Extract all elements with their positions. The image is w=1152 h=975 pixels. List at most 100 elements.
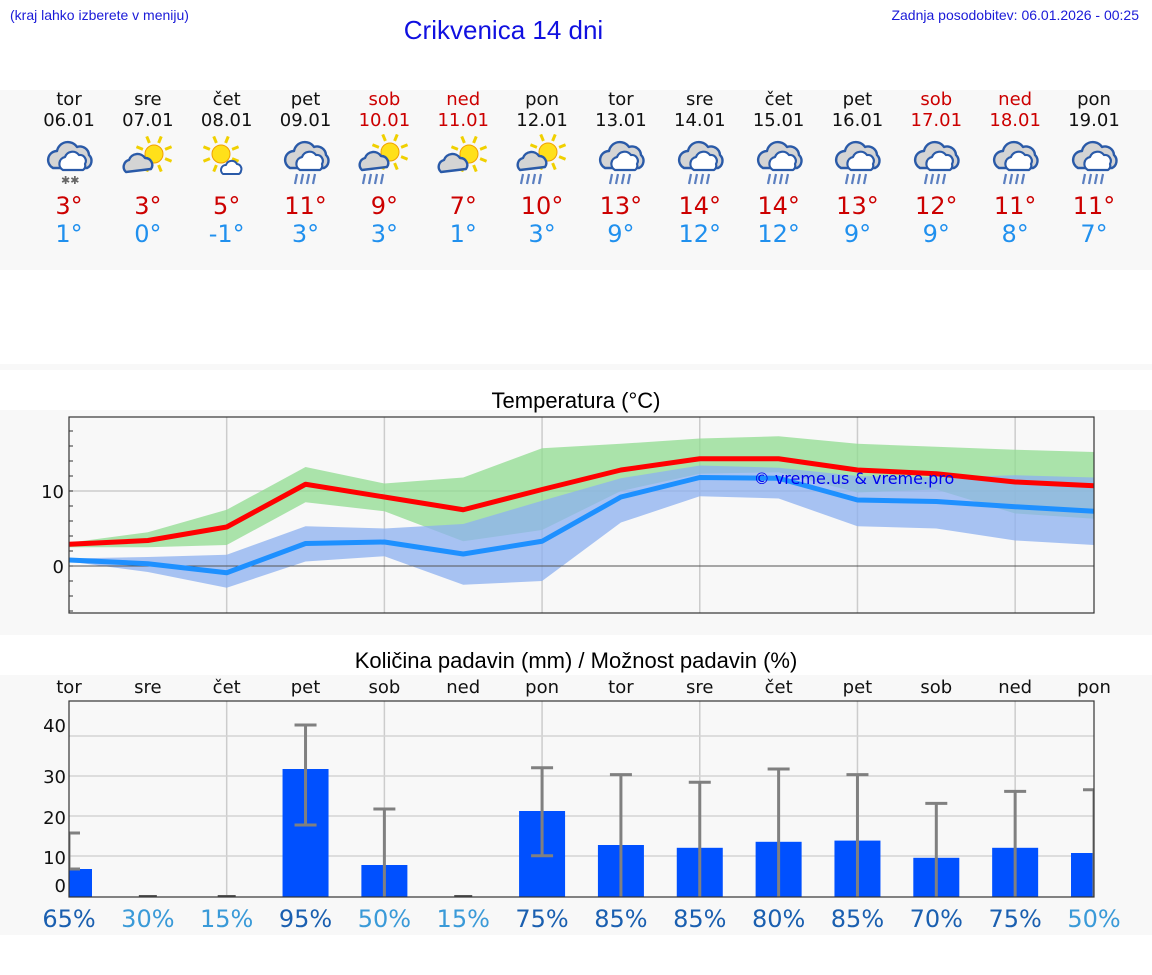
svg-text:pet: pet: [291, 677, 321, 698]
last-update: Zadnja posodobitev: 06.01.2026 - 00:25: [891, 7, 1139, 23]
svg-text:50%: 50%: [1067, 905, 1120, 933]
max-temperature: 9°: [370, 192, 399, 220]
day-column: sob 17.01 12° 9°: [897, 90, 975, 249]
day-column: čet 15.01 14° 12°: [740, 89, 818, 249]
svg-text:✱✱: ✱✱: [61, 174, 79, 187]
min-temperature: 9°: [607, 220, 635, 248]
cloud-rain-icon: [818, 134, 896, 190]
svg-text:75%: 75%: [515, 905, 568, 933]
sun-small-cloud-icon: [188, 134, 266, 190]
cloud-rain-icon: [897, 134, 975, 190]
day-date: 08.01: [200, 110, 253, 131]
svg-text:70%: 70%: [910, 905, 963, 933]
svg-text:pon: pon: [525, 677, 559, 698]
min-temperature: -1°: [208, 220, 245, 248]
day-name: pon: [1077, 89, 1111, 110]
min-temperature: 9°: [922, 220, 950, 248]
min-temperature: 1°: [449, 220, 477, 248]
day-date: 18.01: [989, 110, 1041, 131]
cloud-rain-icon: [267, 134, 345, 190]
day-name: pet: [842, 89, 873, 110]
min-temperature: 9°: [843, 220, 872, 248]
max-temperature: 13°: [599, 192, 643, 220]
max-temperature: 3°: [134, 192, 162, 220]
svg-text:sob: sob: [920, 677, 952, 698]
svg-text:20: 20: [43, 808, 66, 829]
svg-text:50%: 50%: [358, 905, 411, 933]
svg-text:85%: 85%: [831, 905, 884, 933]
svg-text:0: 0: [55, 876, 66, 897]
min-temperature: 7°: [1080, 220, 1108, 248]
min-temperature: 12°: [757, 220, 800, 248]
day-column: sre 14.01 14° 12°: [661, 89, 739, 249]
svg-text:čet: čet: [765, 677, 793, 698]
divider: [0, 364, 1152, 370]
min-temperature: 3°: [291, 220, 320, 248]
max-temperature: 5°: [213, 192, 241, 220]
day-date: 10.01: [358, 110, 411, 131]
min-temperature: 12°: [678, 220, 722, 248]
svg-text:ned: ned: [446, 677, 480, 698]
sun-cloud-rain-icon: [503, 134, 581, 190]
cloud-rain-icon: [661, 134, 739, 190]
min-temperature: 0°: [134, 220, 162, 248]
day-column: ned 18.01 11° 8°: [976, 89, 1054, 249]
sun-cloud-icon: [109, 134, 187, 190]
cloud-rain-icon: [1055, 134, 1133, 190]
svg-text:pet: pet: [843, 677, 873, 698]
svg-text:10: 10: [41, 482, 64, 503]
svg-text:65%: 65%: [42, 905, 95, 933]
day-column: tor 13.01 13° 9°: [582, 90, 660, 249]
day-date: 09.01: [279, 110, 332, 131]
max-temperature: 11°: [284, 192, 327, 220]
max-temperature: 14°: [757, 192, 800, 220]
day-column: sre 07.01 3° 0°: [109, 89, 187, 249]
svg-text:ned: ned: [998, 677, 1032, 698]
day-date: 13.01: [595, 110, 647, 131]
svg-text:čet: čet: [213, 677, 241, 698]
min-temperature: 1°: [55, 220, 83, 248]
day-date: 12.01: [516, 110, 568, 131]
cloud-rain-icon: [740, 134, 818, 190]
day-date: 14.01: [674, 110, 726, 131]
max-temperature: 12°: [915, 192, 958, 220]
max-temperature: 11°: [993, 192, 1037, 220]
day-date: 19.01: [1068, 110, 1120, 131]
day-name: tor: [56, 89, 82, 110]
day-column: čet 08.01 5° -1°: [188, 89, 266, 249]
daily-forecast-strip: tor 06.01 ✱✱ 3° 1° sre 07.01 3° 0° čet 08.…: [0, 90, 1152, 270]
day-name: pon: [525, 89, 559, 110]
cloud-snow-icon: ✱✱: [30, 134, 108, 190]
day-name: sre: [134, 89, 162, 110]
day-name: sob: [368, 89, 401, 110]
svg-text:sre: sre: [134, 677, 161, 698]
min-temperature: 8°: [1001, 220, 1029, 248]
svg-text:10: 10: [43, 848, 66, 869]
day-name: ned: [446, 89, 481, 110]
day-date: 11.01: [437, 110, 489, 131]
location-hint: (kraj lahko izberete v meniju): [10, 7, 189, 23]
day-column: sob 10.01 9° 3°: [345, 89, 423, 249]
day-column: pet 16.01 13° 9°: [818, 89, 896, 249]
day-name: sre: [686, 89, 714, 110]
svg-text:tor: tor: [56, 677, 82, 698]
sun-cloud-icon: [424, 134, 502, 190]
temperature-chart-title: Temperatura (°C): [491, 388, 661, 413]
svg-text:tor: tor: [608, 677, 634, 698]
max-temperature: 10°: [520, 192, 564, 220]
day-name: ned: [998, 89, 1033, 110]
day-date: 07.01: [122, 110, 174, 131]
svg-text:sre: sre: [686, 677, 713, 698]
cloud-rain-icon: [976, 134, 1054, 190]
svg-text:75%: 75%: [988, 905, 1041, 933]
day-column: ned 11.01 7° 1°: [424, 89, 502, 249]
svg-text:40: 40: [43, 716, 66, 737]
day-name: čet: [764, 89, 793, 110]
day-column: tor 06.01 ✱✱ 3° 1°: [30, 89, 108, 249]
cloud-rain-icon: [582, 134, 660, 190]
day-date: 17.01: [910, 110, 963, 131]
svg-text:15%: 15%: [200, 905, 253, 933]
svg-text:30%: 30%: [121, 905, 174, 933]
day-name: čet: [212, 89, 241, 110]
day-date: 16.01: [831, 110, 884, 131]
